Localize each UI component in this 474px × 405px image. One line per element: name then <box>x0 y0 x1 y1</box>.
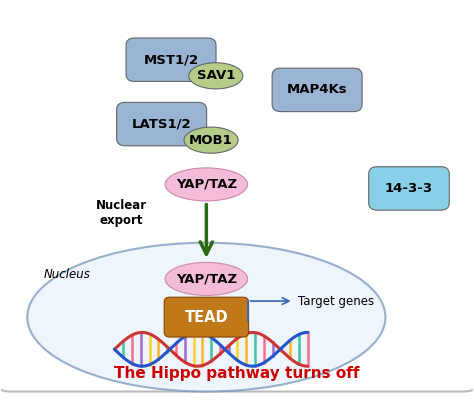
Text: Target genes: Target genes <box>298 294 374 307</box>
Text: YAP/TAZ: YAP/TAZ <box>176 178 237 191</box>
Text: Nuclear
export: Nuclear export <box>96 198 147 226</box>
FancyBboxPatch shape <box>126 38 216 81</box>
Ellipse shape <box>165 168 247 201</box>
Text: SAV1: SAV1 <box>197 69 235 82</box>
Text: 14-3-3: 14-3-3 <box>385 182 433 195</box>
FancyBboxPatch shape <box>369 167 449 210</box>
Text: TEAD: TEAD <box>184 310 228 325</box>
FancyBboxPatch shape <box>117 102 207 146</box>
Ellipse shape <box>165 262 247 295</box>
Text: YAP/TAZ: YAP/TAZ <box>176 273 237 286</box>
FancyBboxPatch shape <box>0 0 474 392</box>
Text: Nucleus: Nucleus <box>44 269 91 281</box>
Text: The Hippo pathway turns off: The Hippo pathway turns off <box>114 366 360 381</box>
Text: MST1/2: MST1/2 <box>144 53 199 66</box>
FancyBboxPatch shape <box>164 297 248 337</box>
Ellipse shape <box>27 243 385 392</box>
Text: LATS1/2: LATS1/2 <box>132 117 191 130</box>
Text: MOB1: MOB1 <box>189 134 233 147</box>
Ellipse shape <box>189 63 243 89</box>
Ellipse shape <box>184 127 238 153</box>
FancyBboxPatch shape <box>272 68 362 112</box>
Text: MAP4Ks: MAP4Ks <box>287 83 347 96</box>
